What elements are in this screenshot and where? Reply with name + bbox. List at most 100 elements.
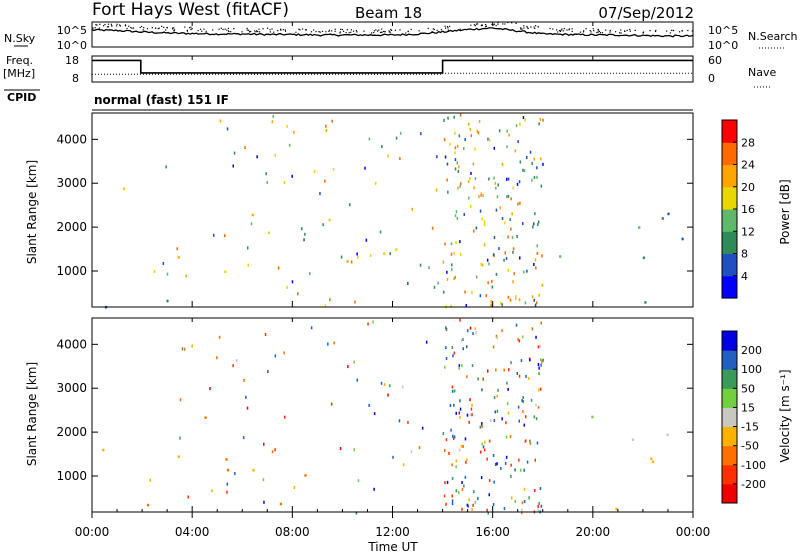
noise-search-dot: [96, 24, 98, 26]
scatter-cell: [537, 345, 540, 349]
scatter-cell: [504, 461, 507, 465]
colorbar-tick-label: 100: [741, 363, 762, 376]
scatter-cell: [536, 244, 538, 248]
scatter-cell: [471, 413, 473, 417]
scatter-cell: [466, 413, 469, 417]
noise-search-dot: [111, 25, 113, 27]
noise-search-dot: [609, 31, 611, 33]
noise-search-dot: [511, 22, 513, 24]
colorbar-tick-label: 12: [741, 225, 755, 238]
scatter-cell: [531, 161, 533, 165]
scatter-cell: [293, 130, 295, 134]
scatter-cell: [501, 417, 503, 421]
noise-search-dot: [158, 27, 160, 29]
scatter-cell: [523, 500, 526, 503]
scatter-cell: [505, 421, 507, 425]
scatter-cell: [496, 409, 499, 413]
scatter-cell: [162, 262, 165, 265]
noise-search-dot: [339, 32, 341, 34]
scatter-cell: [233, 151, 236, 155]
noise-search-dot: [485, 26, 487, 28]
scatter-cell: [494, 462, 497, 466]
scatter-cell: [410, 450, 413, 454]
noise-search-dot: [334, 28, 336, 30]
scatter-cell: [373, 412, 376, 416]
colorbar-tick-label: 8: [741, 248, 748, 261]
scatter-cell: [521, 508, 523, 512]
scatter-cell: [226, 127, 229, 131]
velocity-colorbar-label: Velocity [m s⁻¹]: [778, 369, 792, 462]
scatter-cell: [472, 503, 474, 507]
scatter-cell: [516, 182, 519, 186]
nave-label: Nave: [748, 66, 776, 79]
noise-search-dot: [132, 27, 135, 29]
scatter-cell: [293, 486, 296, 489]
scatter-cell: [516, 235, 518, 238]
scatter-cell: [383, 252, 386, 255]
scatter-cell: [493, 236, 496, 240]
scatter-cell: [540, 321, 542, 325]
scatter-cell: [153, 270, 156, 273]
scatter-cell: [466, 345, 468, 349]
scatter-cell: [452, 354, 454, 358]
scatter-cell: [461, 488, 464, 491]
scatter-cell: [179, 436, 181, 440]
scatter-cell: [534, 303, 537, 307]
scatter-cell: [463, 147, 465, 150]
scatter-cell: [451, 499, 454, 503]
noise-search-dot: [301, 28, 304, 30]
scatter-cell: [471, 364, 474, 368]
scatter-cell: [181, 347, 184, 351]
scatter-cell: [451, 477, 454, 480]
scatter-cell: [478, 195, 480, 199]
scatter-cell: [480, 476, 483, 480]
noise-search-dot: [447, 29, 449, 31]
noise-search-dot: [585, 28, 587, 30]
scatter-cell: [191, 344, 193, 348]
nave-y2tick-low: 0: [708, 72, 715, 85]
scatter-cell: [226, 490, 228, 494]
noise-search-dot: [371, 32, 373, 34]
noise-search-dot: [383, 30, 385, 33]
scatter-cell: [355, 511, 358, 515]
colorbar-segment: [722, 120, 737, 143]
scatter-cell: [478, 119, 481, 123]
scatter-cell: [313, 170, 316, 173]
scatter-cell: [524, 301, 527, 305]
scatter-cell: [501, 162, 504, 166]
scatter-cell: [505, 435, 508, 439]
scatter-cell: [508, 133, 510, 137]
scatter-cell: [401, 385, 404, 389]
scatter-cell: [274, 153, 276, 157]
noise-search-dot: [492, 24, 494, 26]
scatter-cell: [331, 119, 333, 123]
scatter-cell: [501, 303, 503, 307]
noise-search-dot: [485, 24, 487, 26]
time-axis-ticks: 00:00 04:00 08:00 12:00 16:00 20:00 00:00: [75, 22, 710, 539]
scatter-cell: [304, 474, 307, 477]
scatter-cell: [102, 448, 105, 452]
scatter-cell: [353, 448, 355, 452]
scatter-cell: [487, 369, 489, 373]
scatter-cell: [503, 258, 505, 262]
noise-search-dot: [319, 31, 321, 33]
scatter-cell: [250, 222, 253, 226]
noise-search-dot: [106, 26, 109, 28]
noise-search-dot: [449, 25, 451, 27]
noise-search-dot: [273, 31, 275, 33]
scatter-cell: [447, 190, 449, 194]
scatter-cell: [242, 436, 245, 440]
noise-search-dot: [562, 30, 564, 32]
noise-search-dot: [537, 26, 539, 28]
scatter-cell: [510, 197, 512, 201]
scatter-cell: [451, 268, 453, 272]
noise-search-dot: [558, 30, 561, 32]
noise-search-dot: [666, 30, 668, 32]
scatter-cell: [493, 419, 496, 423]
scatter-cell: [467, 180, 470, 184]
scatter-cell: [506, 402, 509, 406]
noise-search-dot: [346, 29, 348, 31]
scatter-cell: [473, 490, 475, 494]
scatter-cell: [450, 428, 452, 432]
noise-search-dot: [582, 31, 585, 33]
